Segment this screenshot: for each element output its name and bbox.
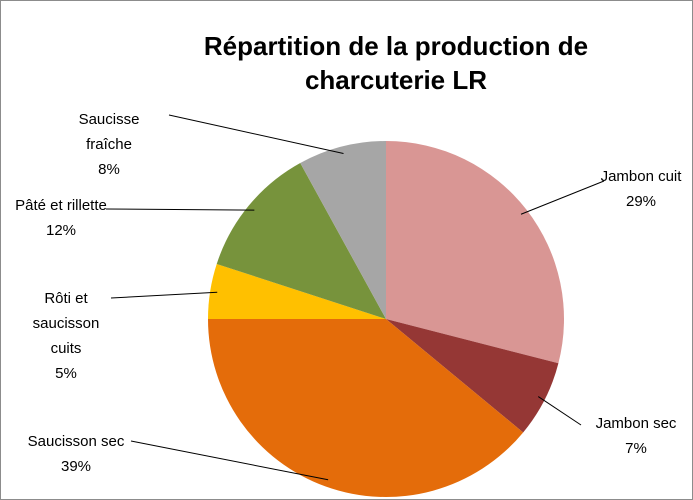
category-label: Jambon cuit: [600, 168, 682, 185]
category-label: Pâté et rillette: [15, 197, 107, 214]
value-label: 5%: [55, 365, 77, 382]
pie-slice: [386, 319, 559, 433]
chart-title: Répartition de la production de charcute…: [203, 31, 589, 95]
pie-slice: [208, 263, 386, 319]
slice-label: Saucisson sec 39%: [26, 429, 126, 479]
slice-label: Jambon sec 7%: [576, 411, 692, 461]
slice-label: Rôti et saucisson cuits 5%: [16, 286, 116, 386]
leader-line: [130, 440, 329, 481]
leader-line: [168, 114, 344, 154]
leader-line: [105, 208, 255, 211]
slice-label: Saucisse fraîche 8%: [59, 107, 159, 182]
value-label: 7%: [625, 440, 647, 457]
pie-slice: [216, 163, 386, 319]
pie-slice: [386, 141, 564, 364]
category-label: Jambon sec: [595, 415, 677, 432]
value-label: 39%: [60, 458, 92, 475]
leader-line: [520, 180, 605, 215]
pie-slice: [208, 319, 524, 498]
category-label: Rôti et saucisson cuits: [32, 290, 100, 357]
value-label: 12%: [45, 222, 77, 239]
leader-line: [537, 396, 582, 426]
pie-slice: [300, 141, 386, 319]
value-label: 8%: [98, 161, 120, 178]
slice-label: Jambon cuit 29%: [581, 164, 692, 214]
category-label: Saucisson sec: [27, 433, 125, 450]
value-label: 29%: [625, 193, 657, 210]
leader-line: [110, 291, 218, 299]
slice-label: Pâté et rillette 12%: [11, 193, 111, 243]
category-label: Saucisse fraîche: [78, 111, 140, 153]
